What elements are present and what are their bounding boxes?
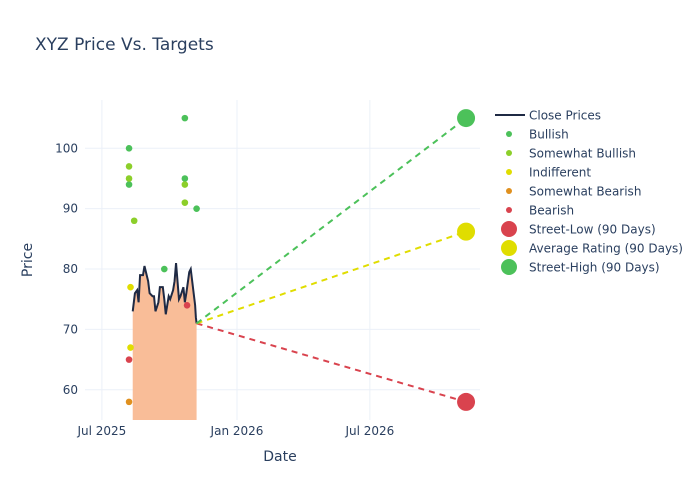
- target-projection-line: [195, 117, 467, 325]
- y-tick-label: 80: [63, 262, 78, 276]
- target-projection-line: [196, 230, 467, 325]
- y-tick-label: 70: [63, 322, 78, 336]
- legend-label: Street-Low (90 Days): [529, 223, 656, 237]
- legend-marker: [501, 240, 517, 256]
- legend-label: Bearish: [529, 204, 574, 218]
- target-marker: [457, 222, 476, 241]
- rating-point: [125, 398, 133, 406]
- legend-label: Close Prices: [529, 109, 601, 123]
- legend-label: Street-High (90 Days): [529, 261, 660, 275]
- rating-point: [125, 175, 133, 182]
- rating-point: [125, 145, 133, 152]
- y-axis-title: Price: [20, 243, 36, 277]
- close-price-area: [132, 263, 197, 420]
- rating-point: [193, 205, 200, 212]
- x-tick-label: Jul 2026: [344, 424, 394, 438]
- x-tick-label: Jul 2025: [76, 424, 126, 438]
- y-tick-label: 100: [55, 141, 78, 155]
- x-axis-title: Date: [263, 449, 296, 465]
- rating-point: [181, 175, 189, 182]
- rating-point: [127, 283, 134, 291]
- target-projection-line: [196, 322, 467, 403]
- chart-title: XYZ Price Vs. Targets: [35, 35, 214, 55]
- legend-marker: [506, 188, 512, 194]
- x-tick-label: Jan 2026: [210, 424, 264, 438]
- legend-marker: [501, 221, 517, 237]
- y-tick-label: 90: [63, 202, 78, 216]
- rating-point: [181, 114, 189, 122]
- legend-marker: [506, 150, 512, 156]
- target-marker: [457, 392, 476, 411]
- legend-label: Bullish: [529, 128, 569, 142]
- close-price-line: [131, 262, 198, 324]
- rating-point: [181, 181, 189, 188]
- rating-point: [125, 356, 133, 363]
- legend-label: Somewhat Bullish: [529, 147, 636, 161]
- rating-point: [125, 163, 133, 170]
- legend-marker: [506, 169, 512, 175]
- rating-point: [183, 301, 191, 309]
- legend-label: Indifferent: [529, 166, 591, 180]
- legend-label: Average Rating (90 Days): [529, 242, 683, 256]
- legend-marker: [506, 131, 512, 137]
- legend-label: Somewhat Bearish: [529, 185, 641, 199]
- rating-point: [125, 181, 133, 188]
- rating-point: [127, 344, 134, 351]
- target-marker: [457, 109, 476, 128]
- legend-marker: [506, 207, 512, 213]
- legend-marker: [501, 259, 517, 275]
- rating-point: [130, 217, 138, 225]
- rating-point: [181, 199, 189, 206]
- y-tick-label: 60: [63, 383, 78, 397]
- rating-point: [160, 265, 168, 273]
